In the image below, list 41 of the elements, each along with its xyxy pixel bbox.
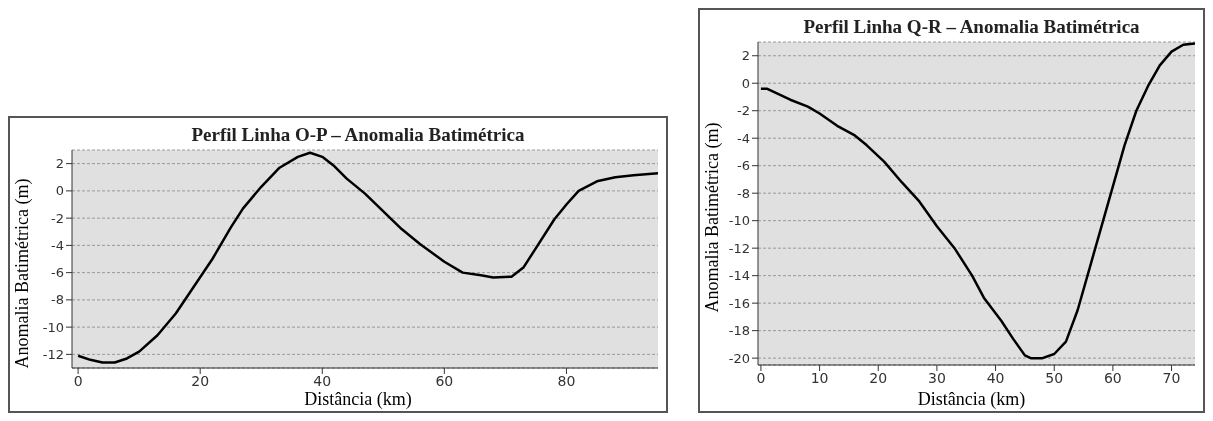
y-tick-label: -4 xyxy=(737,130,750,146)
y-tick-label: 0 xyxy=(55,183,64,199)
y-tick-label: -18 xyxy=(728,323,750,339)
line-series xyxy=(759,42,1195,360)
y-tick-label: -4 xyxy=(51,237,64,253)
x-tick-label: 60 xyxy=(435,372,454,389)
y-tick-label: -2 xyxy=(51,210,64,226)
x-tick-label: 40 xyxy=(313,372,332,389)
x-tick-label: 20 xyxy=(869,369,888,386)
y-axis-title: Anomalia Batimétrica (m) xyxy=(12,178,34,368)
x-tick-label: 80 xyxy=(557,372,576,389)
y-tick-label: 0 xyxy=(741,75,750,91)
x-tick-label: 40 xyxy=(986,369,1005,386)
y-tick-label: -8 xyxy=(51,292,64,308)
x-tick-label: 0 xyxy=(73,372,83,389)
chart-title: Perfil Linha O-P – Anomalia Batimétrica xyxy=(190,124,526,146)
y-tick-label: -12 xyxy=(42,346,64,362)
line-series xyxy=(76,151,658,364)
y-tick-label: -10 xyxy=(728,213,750,229)
x-tick-label: 70 xyxy=(1162,369,1181,386)
x-axis-title: Distância (km) xyxy=(303,389,413,410)
y-tick-label: -6 xyxy=(51,265,64,281)
y-tick-label: -10 xyxy=(42,319,64,335)
y-tick-label: 2 xyxy=(741,48,750,64)
y-tick-label: -16 xyxy=(728,295,750,311)
y-tick-label: -8 xyxy=(737,185,750,201)
y-tick-label: -6 xyxy=(737,158,750,174)
y-tick-label: 2 xyxy=(55,156,64,172)
x-tick-label: 30 xyxy=(927,369,946,386)
chart-title: Perfil Linha Q-R – Anomalia Batimétrica xyxy=(802,16,1141,38)
x-tick-label: 20 xyxy=(191,372,210,389)
x-tick-label: 10 xyxy=(810,369,829,386)
x-tick-label: 0 xyxy=(756,369,766,386)
x-tick-label: 50 xyxy=(1045,369,1064,386)
y-axis-title: Anomalia Batimétrica (m) xyxy=(702,122,724,313)
x-tick-label: 60 xyxy=(1103,369,1122,386)
x-axis-title: Distância (km) xyxy=(916,389,1027,410)
y-tick-label: -14 xyxy=(728,268,750,284)
y-tick-label: -12 xyxy=(728,240,750,256)
y-tick-label: -20 xyxy=(728,350,750,366)
y-tick-label: -2 xyxy=(737,103,750,119)
